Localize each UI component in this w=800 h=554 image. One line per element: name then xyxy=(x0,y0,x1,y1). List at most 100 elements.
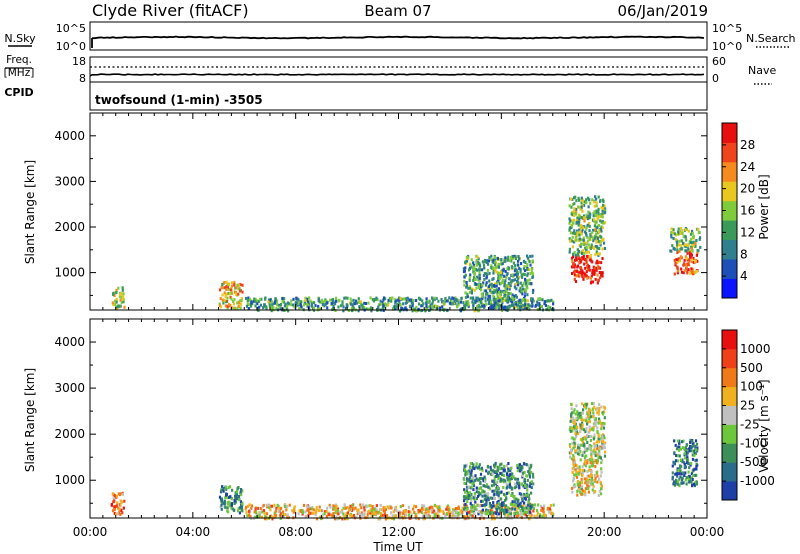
scatter-cell xyxy=(296,303,299,307)
scatter-cell xyxy=(509,477,512,481)
scatter-cell xyxy=(346,296,349,300)
scatter-cell xyxy=(414,515,417,519)
scatter-cell xyxy=(476,304,479,308)
scatter-cell xyxy=(300,300,303,304)
scatter-cell xyxy=(464,261,467,265)
scatter-cell xyxy=(478,504,481,508)
scatter-cell xyxy=(527,507,530,511)
scatter-cell xyxy=(588,216,591,220)
colorbar-swatch xyxy=(722,123,737,143)
scatter-cell xyxy=(488,294,491,298)
scatter-cell xyxy=(494,260,497,264)
scatter-cell xyxy=(581,269,584,273)
scatter-cell xyxy=(465,489,469,493)
colorbar-swatch xyxy=(722,386,737,406)
scatter-cell xyxy=(425,307,428,311)
scatter-cell xyxy=(687,462,690,466)
scatter-cell xyxy=(486,268,489,272)
scatter-cell xyxy=(692,256,695,260)
scatter-cell xyxy=(120,295,123,299)
scatter-cell xyxy=(496,303,499,307)
scatter-cell xyxy=(121,511,124,515)
scatter-cell xyxy=(516,469,519,473)
scatter-cell xyxy=(518,486,521,489)
scatter-cell xyxy=(431,299,435,303)
scatter-cell xyxy=(410,298,413,302)
scatter-cell xyxy=(676,261,679,265)
scatter-cell xyxy=(486,465,490,469)
scatter-cell xyxy=(568,204,571,208)
scatter-cell xyxy=(585,406,588,410)
scatter-cell xyxy=(320,301,323,304)
scatter-cell xyxy=(580,230,584,234)
scatter-cell xyxy=(414,299,417,302)
scatter-cell xyxy=(499,503,502,507)
colorbar-tick-label: 4 xyxy=(740,269,748,283)
scatter-cell xyxy=(677,257,680,261)
scatter-cell xyxy=(301,509,304,513)
scatter-cell xyxy=(517,300,520,304)
scatter-cell xyxy=(497,494,500,498)
scatter-cell xyxy=(283,297,286,301)
scatter-cell xyxy=(264,297,267,301)
scatter-cell xyxy=(220,286,223,290)
scatter-cell xyxy=(597,247,600,250)
scatter-cell xyxy=(504,256,507,260)
scatter-cell xyxy=(259,303,262,307)
scatter-cell xyxy=(417,517,420,521)
scatter-cell xyxy=(581,489,584,493)
scatter-cell xyxy=(494,268,497,272)
scatter-cell xyxy=(310,511,313,515)
scatter-cell xyxy=(446,505,449,509)
scatter-cell xyxy=(496,474,499,478)
scatter-cell xyxy=(468,478,471,482)
scatter-cell xyxy=(678,472,681,476)
scatter-cell xyxy=(499,509,502,513)
scatter-cell xyxy=(407,510,410,514)
scatter-cell xyxy=(522,503,525,507)
scatter-cell xyxy=(514,278,517,282)
scatter-cell xyxy=(436,305,439,309)
scatter-cell xyxy=(481,499,484,503)
scatter-cell xyxy=(476,504,479,508)
scatter-cell xyxy=(595,266,598,270)
scatter-cell xyxy=(590,473,593,477)
scatter-cell xyxy=(431,304,434,308)
scatter-cell xyxy=(516,275,519,279)
scatter-cell xyxy=(380,514,383,517)
scatter-cell xyxy=(597,446,600,450)
scatter-cell xyxy=(593,210,596,214)
scatter-cell xyxy=(528,307,531,311)
scatter-cell xyxy=(118,511,121,515)
scatter-cell xyxy=(264,515,267,519)
scatter-cell xyxy=(470,505,473,509)
scatter-cell xyxy=(509,255,513,259)
scatter-cell xyxy=(485,469,488,473)
scatter-cell xyxy=(689,440,692,444)
scatter-cell xyxy=(580,238,583,242)
scatter-cell xyxy=(597,456,600,459)
scatter-cell xyxy=(498,506,501,510)
scatter-cell xyxy=(493,470,496,474)
scatter-cell xyxy=(448,506,451,510)
scatter-cell xyxy=(514,257,518,261)
scatter-cell xyxy=(474,500,477,504)
scatter-cell xyxy=(233,280,236,284)
scatter-cell xyxy=(421,504,424,508)
scatter-cell xyxy=(502,503,505,507)
scatter-cell xyxy=(595,201,598,205)
scatter-cell xyxy=(119,513,122,516)
scatter-cell xyxy=(114,303,117,306)
scatter-cell xyxy=(494,298,497,301)
scatter-cell xyxy=(291,509,294,513)
scatter-cell xyxy=(240,508,243,512)
scatter-cell xyxy=(670,235,673,239)
scatter-cell xyxy=(445,299,448,303)
scatter-cell xyxy=(686,271,689,275)
colorbar-swatch xyxy=(722,142,737,163)
scatter-cell xyxy=(491,284,494,288)
scatter-cell xyxy=(586,474,589,478)
scatter-cell xyxy=(674,262,677,265)
scatter-cell xyxy=(230,284,233,288)
scatter-cell xyxy=(493,304,496,307)
